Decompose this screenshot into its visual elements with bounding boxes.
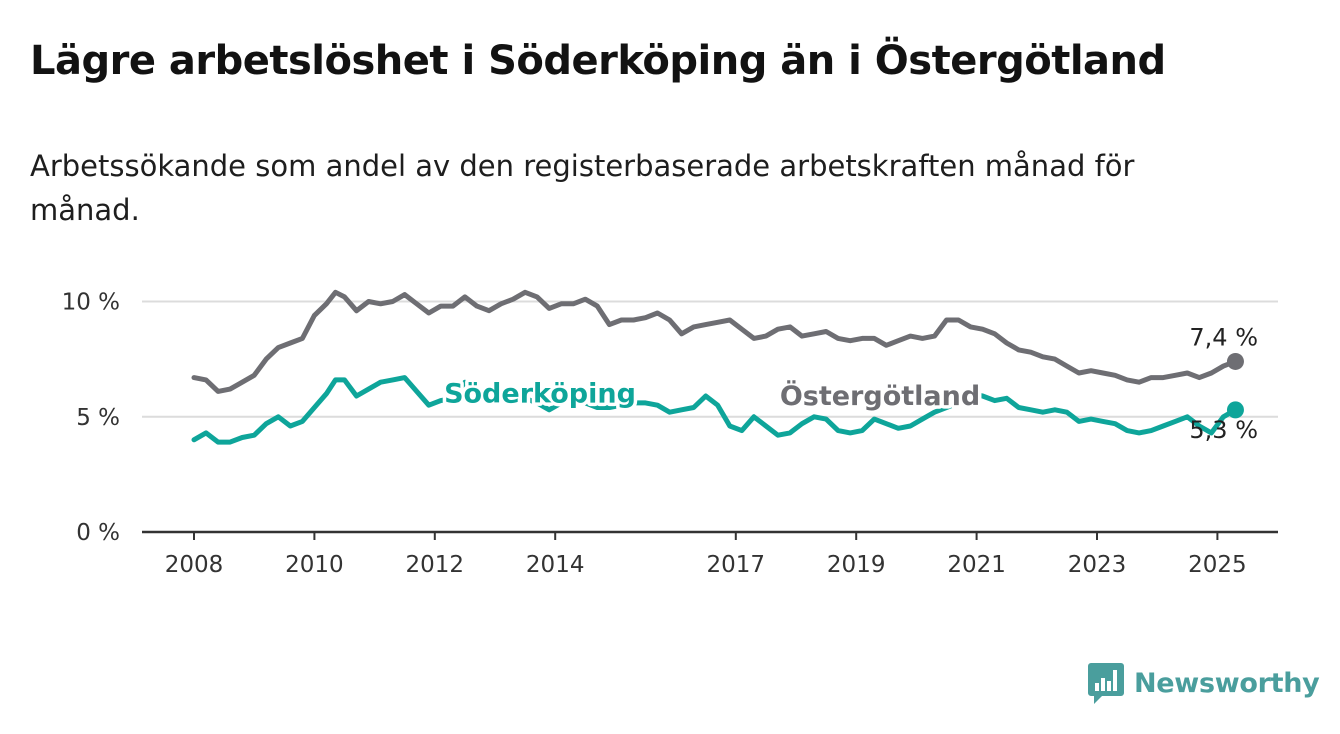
series-end-label-0: 7,4 %	[1189, 323, 1258, 351]
axis-layer: 0 % 5 % 10 % 2008 2010 2012 2014 2017 2019 2021 20…	[62, 290, 1278, 578]
y-tick-label: 0 %	[76, 520, 120, 546]
series-end-marker-0	[1226, 352, 1244, 370]
chart-title: Lägre arbetslöshet i Söderköping än i Ös…	[30, 38, 1166, 84]
label-layer: 7,4 % 5,3 % Östergötland Söderköping	[441, 323, 1258, 444]
x-tick-label: 2012	[406, 552, 465, 578]
series-line-0	[191, 289, 1238, 394]
series-end-label-1: 5,3 %	[1189, 416, 1258, 444]
x-tick-label: 2021	[947, 552, 1006, 578]
x-tick-label: 2008	[165, 552, 224, 578]
series-name-label-1: Söderköping	[444, 379, 636, 410]
x-tick-label: 2023	[1068, 552, 1127, 578]
x-tick-label: 2025	[1188, 552, 1247, 578]
y-tick-label: 5 %	[76, 405, 120, 431]
series-end-marker-1	[1226, 401, 1244, 419]
chart-subtitle: Arbetssökande som andel av den registerb…	[30, 149, 1135, 227]
x-tick-label: 2017	[707, 552, 766, 578]
series-line-1	[191, 375, 1238, 445]
y-tick-label: 10 %	[62, 290, 120, 316]
brand-name: Newsworthy	[1134, 667, 1320, 699]
brand-logo: Newsworthy	[1088, 660, 1320, 706]
x-tick-label: 2019	[827, 552, 886, 578]
series-name-label-0: Östergötland	[780, 379, 980, 412]
x-tick-label: 2010	[285, 552, 344, 578]
line-layer	[191, 289, 1244, 445]
x-tick-label: 2014	[526, 552, 585, 578]
bar-chart-logo-icon	[1088, 663, 1124, 704]
